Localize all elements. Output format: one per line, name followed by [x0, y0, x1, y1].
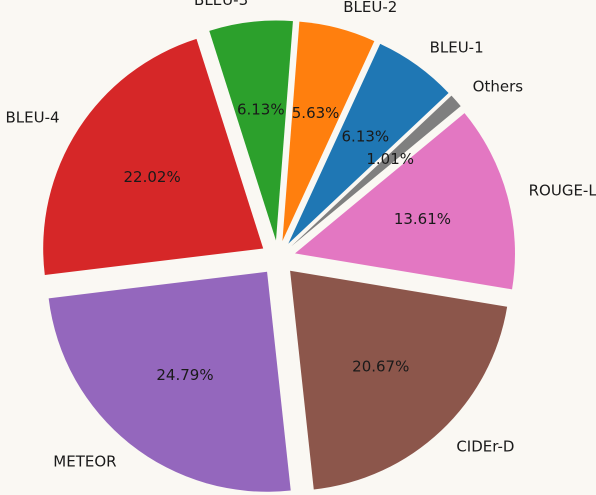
- slice-percent-label: 5.63%: [292, 104, 340, 122]
- slice-category-label: ROUGE-L: [529, 181, 596, 199]
- pie-slice-bleu-2: [282, 21, 375, 241]
- pie-slice-bleu-4: [43, 38, 264, 276]
- slice-percent-label: 24.79%: [156, 366, 213, 384]
- slice-category-label: BLEU-2: [343, 0, 397, 16]
- slice-percent-label: 6.13%: [342, 128, 390, 146]
- slice-category-label: Others: [473, 77, 524, 95]
- pie-slice-rouge-l: [294, 113, 515, 290]
- pie-labels: 1.01% Others 6.13% BLEU-1 5.63% BLEU-2 6.13% BL…: [6, 0, 596, 470]
- slice-category-label: CIDEr-D: [456, 438, 514, 456]
- slice-category-label: BLEU-3: [194, 0, 248, 9]
- slice-percent-label: 6.13%: [237, 100, 285, 118]
- pie-slice-bleu-1: [288, 43, 449, 244]
- slice-percent-label: 22.02%: [124, 168, 181, 186]
- pie-slices: [43, 20, 515, 492]
- pie-slice-cider-d: [290, 270, 508, 490]
- slice-percent-label: 1.01%: [366, 150, 414, 168]
- slice-percent-label: 13.61%: [394, 210, 451, 228]
- slice-category-label: BLEU-1: [430, 38, 484, 56]
- slice-category-label: METEOR: [53, 452, 116, 470]
- pie-slice-others: [291, 95, 461, 247]
- pie-slice-bleu-3: [209, 20, 293, 241]
- slice-percent-label: 20.67%: [352, 358, 409, 376]
- slice-category-label: BLEU-4: [6, 109, 60, 127]
- pie-slice-meteor: [48, 271, 291, 492]
